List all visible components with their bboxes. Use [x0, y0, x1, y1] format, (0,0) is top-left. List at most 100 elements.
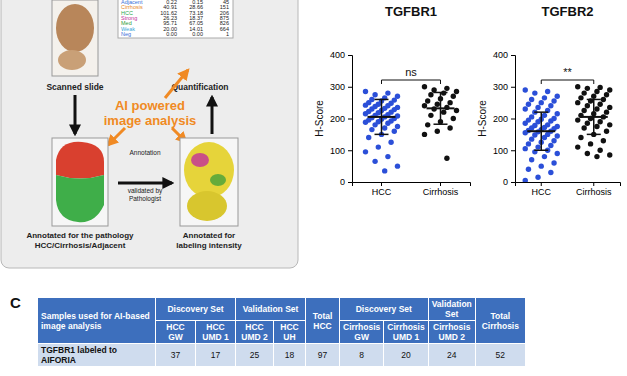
tick-label: 200 [493, 114, 508, 124]
slide [52, 0, 98, 76]
caption: HCC/Cirrhosis/Adjacent [35, 241, 126, 250]
hcc-region [56, 142, 104, 179]
tick-mark [511, 87, 515, 88]
data-point [454, 108, 459, 113]
data-point [551, 160, 556, 165]
tissue [56, 4, 94, 52]
data-point [422, 132, 427, 137]
data-point [428, 92, 433, 97]
data-point [601, 138, 606, 143]
data-point [594, 89, 599, 94]
caption: Scanned slide [46, 82, 103, 92]
significance-bracket [541, 80, 594, 84]
significance-label: ns [405, 66, 417, 78]
chart: TGFBR2H-Score0100200300400HCCCirrhosis** [477, 4, 621, 197]
tick-label: 300 [493, 82, 508, 92]
data-point [526, 141, 531, 146]
data-cell: 8 [340, 344, 384, 367]
data-point [581, 125, 586, 130]
data-point [542, 135, 547, 140]
y-tick: 200 [330, 114, 352, 124]
data-point [523, 87, 528, 92]
data-cell: 25 [236, 344, 274, 367]
data-point [454, 89, 459, 94]
header-row: Samples used for AI-based image analysis… [38, 298, 526, 321]
mean-line [527, 130, 555, 132]
data-point [372, 159, 377, 164]
tick-mark [511, 182, 515, 183]
data-point [388, 140, 393, 145]
data-point [425, 98, 430, 103]
significance-label: ** [563, 66, 572, 78]
header-cell: Validation Set [428, 298, 475, 321]
y-tick: 0 [503, 177, 515, 187]
med-region [210, 174, 226, 186]
y-axis: 0100200300400 [330, 50, 353, 187]
tick-mark [381, 182, 382, 186]
slide [52, 138, 108, 226]
data-point [535, 144, 540, 149]
tick-mark [511, 150, 515, 151]
data-point [604, 109, 609, 114]
header-cell: Cirrhosis GW [340, 321, 384, 344]
data-point [607, 122, 612, 127]
x-tick: HCC [372, 182, 392, 197]
data-point [529, 136, 534, 141]
arrow [118, 182, 172, 185]
y-tick: 400 [330, 50, 352, 60]
data-point [447, 125, 452, 130]
header-cell: HCC UMD 1 [196, 321, 236, 344]
chart-title: TGFBR2 [542, 4, 594, 19]
data-point [526, 102, 531, 107]
quant-table: Adjacent0.220.1545Cirrhosis40.9128.66151… [118, 0, 233, 38]
data-point [372, 92, 377, 97]
plot-marks [363, 84, 459, 174]
intensity-region [184, 142, 234, 198]
data-point [428, 113, 433, 118]
panel-background [1, 0, 298, 268]
data-point [532, 90, 537, 95]
data-point [575, 117, 580, 122]
data-point [526, 167, 531, 172]
tick-label: 300 [330, 82, 345, 92]
data-point [555, 133, 560, 138]
slide [180, 138, 238, 226]
chart: TGFBR1H-Score0100200300400HCCCirrhosisns [314, 4, 471, 197]
data-cell: 17 [196, 344, 236, 367]
tick-mark [348, 119, 352, 120]
data-point [376, 144, 381, 149]
cirrhosis-region [56, 175, 104, 222]
y-tick: 400 [493, 50, 515, 60]
data-point [363, 111, 368, 116]
data-point [594, 154, 599, 159]
data-point [523, 121, 528, 126]
data-point [529, 157, 534, 162]
data-point [529, 97, 534, 102]
tick-mark [440, 182, 441, 186]
data-point [539, 163, 544, 168]
data-point [435, 102, 440, 107]
header-cell: HCC UMD 2 [236, 321, 274, 344]
tick-label: 400 [330, 50, 345, 60]
data-point [607, 105, 612, 110]
data-point [594, 124, 599, 129]
caption: Annotated for [183, 231, 235, 240]
data-point [597, 119, 602, 124]
data-point [597, 148, 602, 153]
y-axis-line [348, 56, 353, 183]
tick-label: 0 [503, 177, 508, 187]
quant-value: 0.00 [166, 31, 177, 37]
tick-mark [541, 182, 542, 186]
arrow [211, 97, 214, 134]
quant-table-background [118, 0, 233, 38]
data-point [441, 109, 446, 114]
x-axis-line [516, 183, 621, 187]
data-point [555, 94, 560, 99]
sample-table: Samples used for AI-based image analysis… [37, 297, 526, 367]
data-point [382, 125, 387, 130]
data-point [591, 94, 596, 99]
data-point [555, 151, 560, 156]
header-cell: Discovery Set [340, 298, 429, 321]
data-point [385, 154, 390, 159]
data-row: TGFBR1 labeled to AIFORIA371725189782024… [38, 344, 526, 367]
